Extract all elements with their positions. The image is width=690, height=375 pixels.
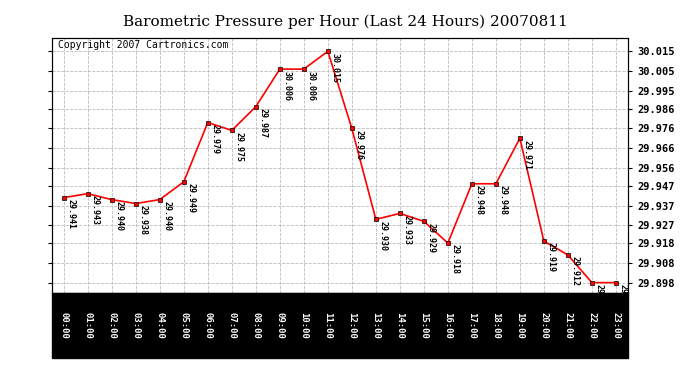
Text: 09:00: 09:00 (275, 312, 284, 339)
Text: 29.976: 29.976 (355, 130, 364, 160)
Text: 29.948: 29.948 (499, 185, 508, 215)
Text: 29.943: 29.943 (90, 195, 99, 225)
Text: 29.948: 29.948 (475, 185, 484, 215)
Text: 22:00: 22:00 (587, 312, 596, 339)
Text: 29.949: 29.949 (186, 183, 195, 213)
Text: 15:00: 15:00 (420, 312, 428, 339)
Text: 17:00: 17:00 (467, 312, 476, 339)
Text: 21:00: 21:00 (563, 312, 573, 339)
Text: 29.975: 29.975 (235, 132, 244, 162)
Text: 00:00: 00:00 (59, 312, 68, 339)
Text: 04:00: 04:00 (155, 312, 164, 339)
Text: 29.919: 29.919 (546, 243, 555, 273)
Text: 29.933: 29.933 (403, 215, 412, 245)
Text: 29.987: 29.987 (259, 108, 268, 138)
Text: Copyright 2007 Cartronics.com: Copyright 2007 Cartronics.com (57, 40, 228, 50)
Text: 01:00: 01:00 (83, 312, 92, 339)
Text: 29.918: 29.918 (451, 244, 460, 274)
Text: Barometric Pressure per Hour (Last 24 Hours) 20070811: Barometric Pressure per Hour (Last 24 Ho… (123, 15, 567, 29)
Text: 29.930: 29.930 (379, 221, 388, 251)
Text: 29.938: 29.938 (139, 205, 148, 235)
Text: 29.898: 29.898 (619, 284, 628, 314)
Text: 29.912: 29.912 (571, 256, 580, 286)
Text: 29.898: 29.898 (595, 284, 604, 314)
Text: 29.979: 29.979 (210, 124, 219, 154)
Text: 06:00: 06:00 (204, 312, 213, 339)
Text: 02:00: 02:00 (107, 312, 117, 339)
Text: 29.971: 29.971 (522, 140, 532, 170)
Text: 07:00: 07:00 (227, 312, 236, 339)
Text: 18:00: 18:00 (491, 312, 500, 339)
Text: 12:00: 12:00 (347, 312, 356, 339)
Text: 14:00: 14:00 (395, 312, 404, 339)
Text: 29.940: 29.940 (163, 201, 172, 231)
Text: 29.940: 29.940 (115, 201, 124, 231)
Text: 19:00: 19:00 (515, 312, 524, 339)
Text: 05:00: 05:00 (179, 312, 188, 339)
Text: 13:00: 13:00 (371, 312, 380, 339)
Text: 29.929: 29.929 (426, 223, 435, 253)
Text: 29.941: 29.941 (66, 199, 75, 229)
Text: 20:00: 20:00 (540, 312, 549, 339)
Text: 30.015: 30.015 (331, 53, 339, 83)
Text: 10:00: 10:00 (299, 312, 308, 339)
Text: 08:00: 08:00 (251, 312, 260, 339)
Text: 30.006: 30.006 (306, 70, 315, 100)
Text: 30.006: 30.006 (283, 70, 292, 100)
Text: 03:00: 03:00 (131, 312, 140, 339)
Text: 11:00: 11:00 (324, 312, 333, 339)
Text: 16:00: 16:00 (444, 312, 453, 339)
Text: 23:00: 23:00 (611, 312, 620, 339)
